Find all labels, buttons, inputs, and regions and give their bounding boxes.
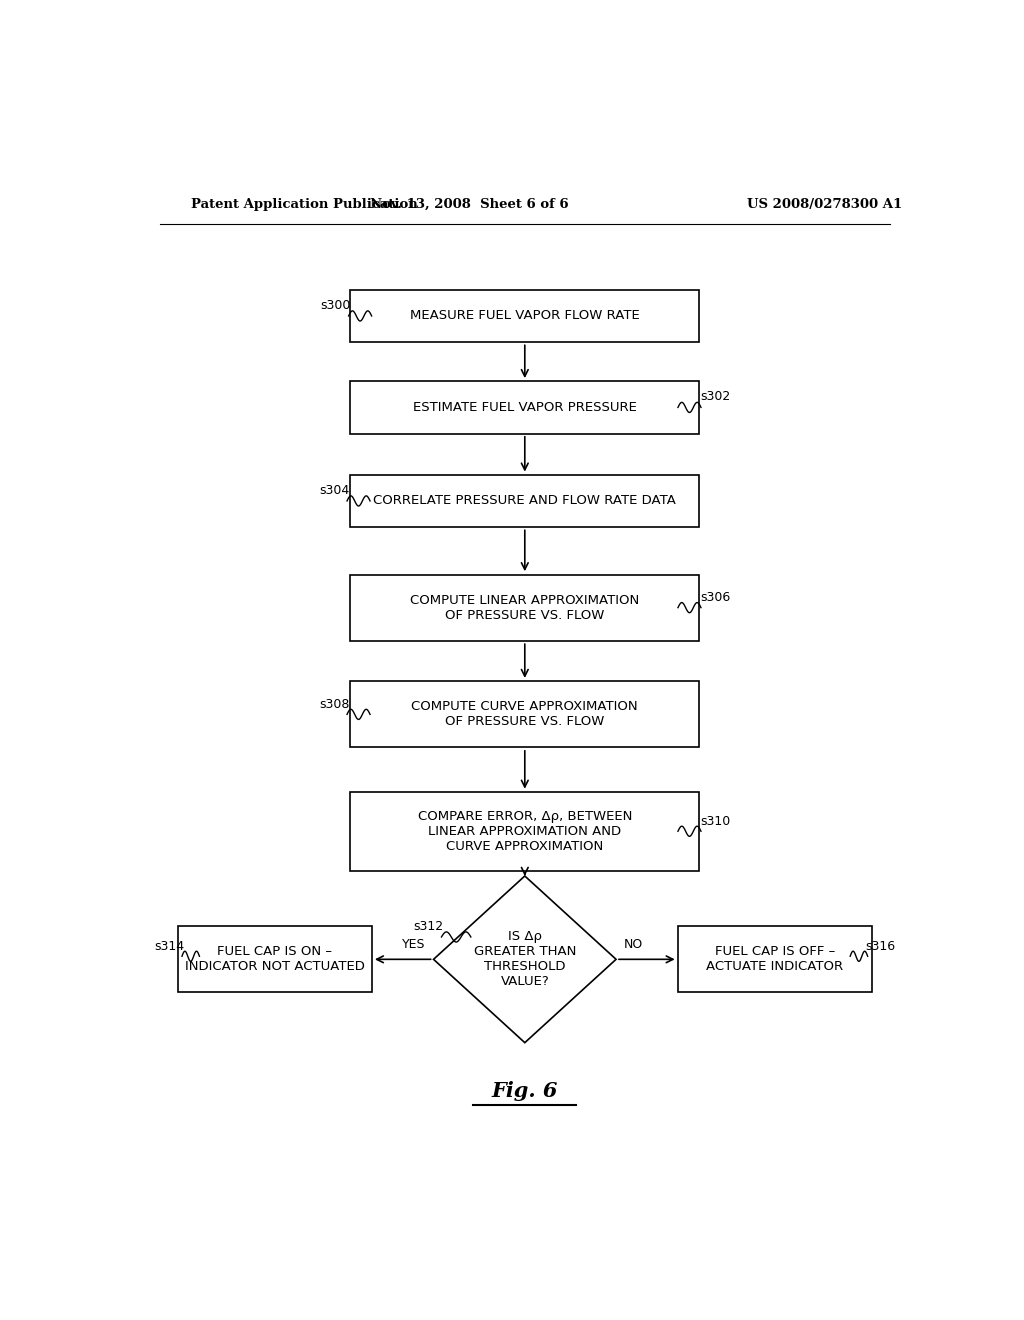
Text: COMPUTE LINEAR APPROXIMATION
OF PRESSURE VS. FLOW: COMPUTE LINEAR APPROXIMATION OF PRESSURE…: [411, 594, 639, 622]
Text: COMPARE ERROR, Δρ, BETWEEN
LINEAR APPROXIMATION AND
CURVE APPROXIMATION: COMPARE ERROR, Δρ, BETWEEN LINEAR APPROX…: [418, 809, 632, 853]
Bar: [350, 474, 699, 528]
Text: s314: s314: [155, 940, 184, 953]
Text: YES: YES: [402, 939, 426, 952]
Bar: [177, 927, 372, 993]
Text: COMPUTE CURVE APPROXIMATION
OF PRESSURE VS. FLOW: COMPUTE CURVE APPROXIMATION OF PRESSURE …: [412, 701, 638, 729]
Text: FUEL CAP IS ON –
INDICATOR NOT ACTUATED: FUEL CAP IS ON – INDICATOR NOT ACTUATED: [185, 945, 365, 973]
Text: Patent Application Publication: Patent Application Publication: [191, 198, 418, 211]
Polygon shape: [433, 876, 616, 1043]
Text: CORRELATE PRESSURE AND FLOW RATE DATA: CORRELATE PRESSURE AND FLOW RATE DATA: [374, 495, 676, 507]
Text: s306: s306: [700, 591, 730, 605]
Text: s308: s308: [319, 698, 349, 710]
Text: s304: s304: [319, 484, 349, 498]
Text: NO: NO: [624, 939, 643, 952]
Text: s310: s310: [700, 814, 730, 828]
Bar: [350, 681, 699, 747]
Bar: [350, 381, 699, 434]
Text: s300: s300: [321, 300, 351, 313]
Text: IS Δρ
GREATER THAN
THRESHOLD
VALUE?: IS Δρ GREATER THAN THRESHOLD VALUE?: [474, 931, 575, 989]
Text: US 2008/0278300 A1: US 2008/0278300 A1: [748, 198, 902, 211]
Text: MEASURE FUEL VAPOR FLOW RATE: MEASURE FUEL VAPOR FLOW RATE: [410, 309, 640, 322]
Text: Fig. 6: Fig. 6: [492, 1081, 558, 1101]
Text: s316: s316: [865, 940, 895, 953]
Text: Nov. 13, 2008  Sheet 6 of 6: Nov. 13, 2008 Sheet 6 of 6: [370, 198, 568, 211]
Text: s302: s302: [700, 389, 730, 403]
Text: s312: s312: [413, 920, 443, 933]
Bar: [350, 574, 699, 640]
Bar: [678, 927, 872, 993]
Text: ESTIMATE FUEL VAPOR PRESSURE: ESTIMATE FUEL VAPOR PRESSURE: [413, 401, 637, 414]
Bar: [350, 792, 699, 871]
Text: FUEL CAP IS OFF –
ACTUATE INDICATOR: FUEL CAP IS OFF – ACTUATE INDICATOR: [707, 945, 844, 973]
Bar: [350, 289, 699, 342]
